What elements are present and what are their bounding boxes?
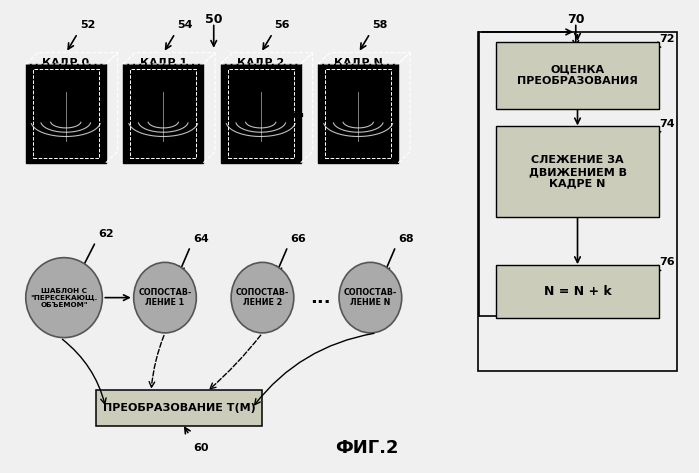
FancyBboxPatch shape xyxy=(221,64,301,163)
Text: 54: 54 xyxy=(177,20,193,30)
Text: 76: 76 xyxy=(659,257,675,267)
Text: КАДР 2: КАДР 2 xyxy=(237,57,284,67)
Text: 66: 66 xyxy=(291,234,306,244)
Text: ...: ... xyxy=(282,102,305,122)
FancyBboxPatch shape xyxy=(496,265,658,318)
Text: 56: 56 xyxy=(275,20,290,30)
Text: КАДР 0: КАДР 0 xyxy=(42,57,89,67)
Text: ПРЕОБРАЗОВАНИЕ T(M): ПРЕОБРАЗОВАНИЕ T(M) xyxy=(103,403,255,413)
Ellipse shape xyxy=(231,263,294,333)
Ellipse shape xyxy=(134,263,196,333)
FancyBboxPatch shape xyxy=(318,64,398,163)
Text: 74: 74 xyxy=(659,119,675,129)
Text: 52: 52 xyxy=(80,20,95,30)
Text: ОЦЕНКА
ПРЕОБРАЗОВАНИЯ: ОЦЕНКА ПРЕОБРАЗОВАНИЯ xyxy=(517,65,638,86)
Text: 64: 64 xyxy=(193,234,209,244)
FancyBboxPatch shape xyxy=(496,42,658,109)
FancyBboxPatch shape xyxy=(96,390,262,427)
Ellipse shape xyxy=(339,263,402,333)
Text: СОПОСТАВ-
ЛЕНИЕ 1: СОПОСТАВ- ЛЕНИЕ 1 xyxy=(138,288,192,307)
Text: СОПОСТАВ-
ЛЕНИЕ 2: СОПОСТАВ- ЛЕНИЕ 2 xyxy=(236,288,289,307)
Text: 62: 62 xyxy=(99,229,114,239)
Text: 68: 68 xyxy=(398,234,415,244)
Text: 58: 58 xyxy=(372,20,387,30)
Text: 50: 50 xyxy=(205,13,222,26)
FancyBboxPatch shape xyxy=(123,64,203,163)
FancyBboxPatch shape xyxy=(26,64,106,163)
Text: ФИГ.2: ФИГ.2 xyxy=(335,439,398,457)
Text: КАДР N: КАДР N xyxy=(334,57,382,67)
Text: 60: 60 xyxy=(193,443,208,454)
Text: ...: ... xyxy=(310,289,331,307)
Text: ШАБЛОН С
"ПЕРЕСЕКАЮЩ.
ОБЪЕМОМ": ШАБЛОН С "ПЕРЕСЕКАЮЩ. ОБЪЕМОМ" xyxy=(31,288,98,308)
FancyBboxPatch shape xyxy=(496,126,658,217)
Ellipse shape xyxy=(26,258,102,338)
Text: СОПОСТАВ-
ЛЕНИЕ N: СОПОСТАВ- ЛЕНИЕ N xyxy=(344,288,397,307)
Text: КАДР 1: КАДР 1 xyxy=(140,57,187,67)
Text: N = N + k: N = N + k xyxy=(544,285,612,298)
Text: 72: 72 xyxy=(659,34,675,44)
Text: СЛЕЖЕНИЕ ЗА
ДВИЖЕНИЕМ В
КАДРЕ N: СЛЕЖЕНИЕ ЗА ДВИЖЕНИЕМ В КАДРЕ N xyxy=(528,155,626,188)
Text: 70: 70 xyxy=(567,13,584,26)
